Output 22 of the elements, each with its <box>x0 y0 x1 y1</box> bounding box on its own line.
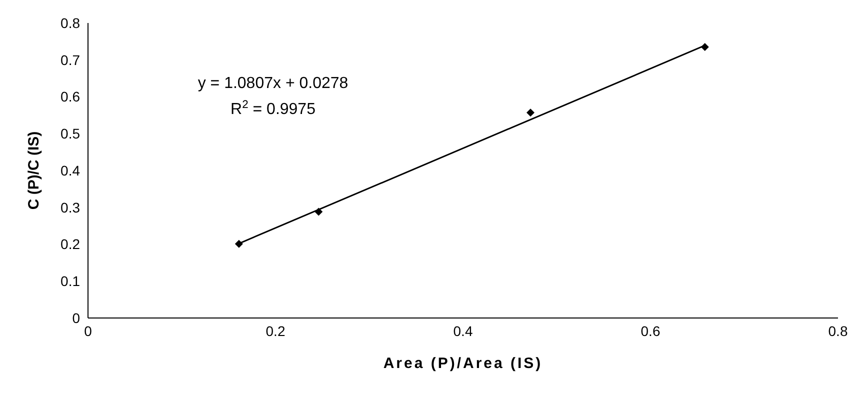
point <box>314 208 323 216</box>
point <box>526 108 534 117</box>
y-tick-label: 0.1 <box>60 273 80 290</box>
y-axis-title: C (P)/C (IS) <box>25 131 42 210</box>
x-tick-label: 0.4 <box>453 322 473 339</box>
y-tick-label: 0.7 <box>60 52 80 68</box>
y-tick-label: 0.6 <box>60 88 80 105</box>
y-tick-label: 0.3 <box>60 199 80 216</box>
annotation: R$^{2}$ = 0.9975 <box>230 99 316 118</box>
point <box>234 240 243 248</box>
x-tick-label: 0.8 <box>828 322 848 339</box>
x-tick-label: 0.6 <box>640 322 660 339</box>
y-tick-label: 0.8 <box>60 14 80 31</box>
x-tick-label: 0.2 <box>266 322 286 339</box>
x-axis-title: Area (P)/Area (IS) <box>383 355 543 372</box>
y-tick-label: 0.2 <box>60 236 80 252</box>
y-tick-label: 0 <box>72 310 80 326</box>
y-tick-label: 0.4 <box>60 162 80 178</box>
point <box>700 42 709 51</box>
y-tick-label: 0.5 <box>60 126 80 142</box>
x-tick-label: 0 <box>84 322 92 339</box>
annotation: y = 1.0807x + 0.0278 <box>198 75 348 92</box>
